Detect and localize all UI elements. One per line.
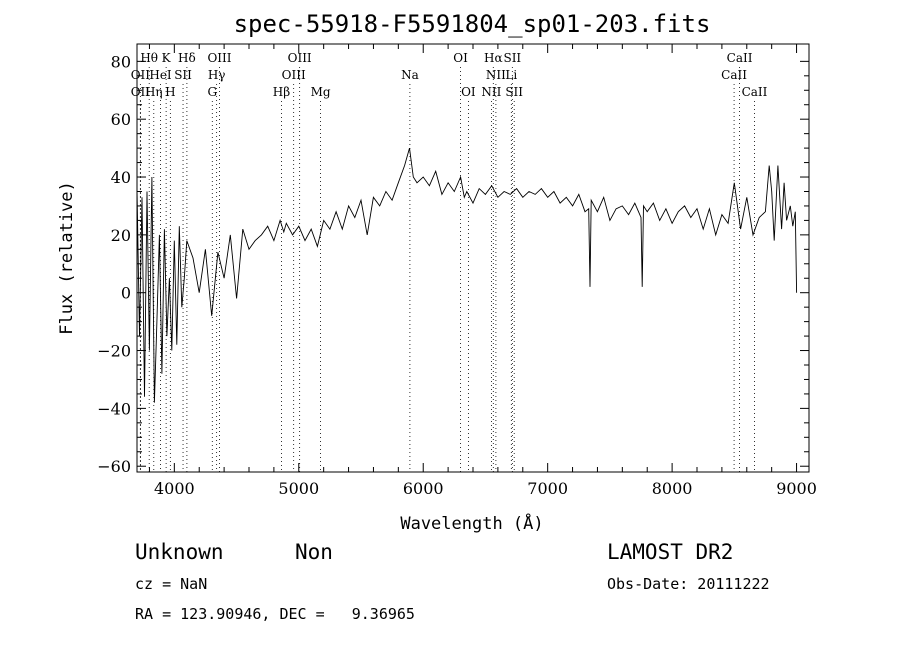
object-subclass: Non bbox=[295, 540, 333, 564]
x-tick-label: 7000 bbox=[527, 479, 568, 498]
y-tick-label: 40 bbox=[111, 168, 131, 187]
x-tick-label: 6000 bbox=[403, 479, 444, 498]
spectral-line-label: Mg bbox=[311, 85, 331, 99]
x-tick-label: 8000 bbox=[652, 479, 693, 498]
y-tick-label: −20 bbox=[97, 342, 131, 361]
spectral-line-label: OI bbox=[453, 51, 468, 65]
spectral-line-label: OIII bbox=[207, 51, 231, 65]
plot-frame bbox=[136, 43, 810, 473]
spectral-line-label: HeI bbox=[149, 68, 172, 82]
spectral-line-label: Hη bbox=[145, 85, 163, 99]
y-axis-label: Flux (relative) bbox=[57, 181, 77, 335]
spectral-line-label: H bbox=[165, 85, 175, 99]
spectrum-line bbox=[136, 147, 798, 403]
x-tick-label: 5000 bbox=[278, 479, 319, 498]
spectral-line-label: OII bbox=[131, 85, 151, 99]
x-axis-label: Wavelength (Å) bbox=[400, 512, 543, 534]
chart-title: spec-55918-F5591804_sp01-203.fits bbox=[234, 10, 711, 38]
spectral-line-label: SII bbox=[505, 85, 523, 99]
x-tick-label: 4000 bbox=[154, 479, 195, 498]
survey-name: LAMOST DR2 bbox=[607, 540, 734, 564]
spectral-line-label: K bbox=[162, 51, 172, 65]
spectral-line-label: G bbox=[207, 85, 217, 99]
spectral-line-label: Hγ bbox=[208, 68, 226, 82]
spectral-line-label: OIII bbox=[282, 68, 306, 82]
spectral-line-label: CaII bbox=[727, 51, 753, 65]
spectral-line-label: Na bbox=[401, 68, 419, 82]
spectral-line-label: Hα bbox=[484, 51, 503, 65]
x-tick-label: 9000 bbox=[776, 479, 817, 498]
x-tick-labels: 4000 5000 6000 7000 8000 9000 bbox=[154, 479, 817, 498]
redshift-cz: cz = NaN bbox=[135, 575, 208, 593]
observation-date: Obs-Date: 20111222 bbox=[607, 575, 770, 593]
spectral-line-label: CaII bbox=[721, 68, 747, 82]
spectral-line-label: NII bbox=[486, 68, 506, 82]
spectral-line-label: OII bbox=[131, 68, 151, 82]
spectral-line-label: Hθ bbox=[140, 51, 158, 65]
object-class: Unknown bbox=[135, 540, 224, 564]
spectral-line-label: Hδ bbox=[178, 51, 196, 65]
spectral-line-label: Hβ bbox=[273, 85, 290, 99]
y-tick-labels: −60 −40 −20 0 20 40 60 80 bbox=[97, 52, 131, 476]
spectral-line-label: OIII bbox=[288, 51, 312, 65]
y-tick-label: 80 bbox=[111, 52, 131, 71]
y-tick-label: 60 bbox=[111, 110, 131, 129]
y-tick-label: −40 bbox=[97, 399, 131, 418]
coordinates: RA = 123.90946, DEC = 9.36965 bbox=[135, 605, 415, 623]
spectral-line-label: SII bbox=[174, 68, 192, 82]
axis-ticks bbox=[137, 44, 809, 472]
spectral-line-label: CaII bbox=[742, 85, 768, 99]
y-tick-label: −60 bbox=[97, 457, 131, 476]
spectral-line-label: Li bbox=[505, 68, 517, 82]
spectral-line-label: OI bbox=[461, 85, 476, 99]
spectral-line-label: SII bbox=[503, 51, 521, 65]
spectral-line-markers bbox=[139, 67, 755, 472]
y-tick-label: 0 bbox=[121, 284, 131, 303]
y-tick-label: 20 bbox=[111, 226, 131, 245]
spectral-line-label: NII bbox=[481, 85, 501, 99]
